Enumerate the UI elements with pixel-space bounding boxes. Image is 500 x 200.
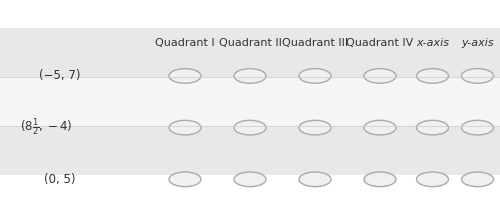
Ellipse shape — [234, 69, 266, 83]
Text: Quadrant IV: Quadrant IV — [346, 38, 414, 48]
Ellipse shape — [234, 172, 266, 187]
Text: Quadrant III: Quadrant III — [282, 38, 348, 48]
Ellipse shape — [234, 120, 266, 135]
Ellipse shape — [299, 172, 331, 187]
Ellipse shape — [169, 120, 201, 135]
Ellipse shape — [416, 172, 448, 187]
Text: (0, 5): (0, 5) — [44, 173, 76, 186]
Ellipse shape — [416, 120, 448, 135]
Ellipse shape — [462, 172, 494, 187]
Ellipse shape — [299, 120, 331, 135]
Ellipse shape — [416, 69, 448, 83]
Ellipse shape — [462, 69, 494, 83]
Text: Quadrant I: Quadrant I — [155, 38, 215, 48]
Text: x-axis: x-axis — [416, 38, 449, 48]
Ellipse shape — [299, 69, 331, 83]
Ellipse shape — [364, 120, 396, 135]
FancyBboxPatch shape — [0, 0, 500, 28]
FancyBboxPatch shape — [0, 28, 500, 77]
Ellipse shape — [364, 172, 396, 187]
Text: (−5, 7): (−5, 7) — [39, 69, 81, 82]
Ellipse shape — [169, 172, 201, 187]
FancyBboxPatch shape — [0, 126, 500, 175]
Text: Quadrant II: Quadrant II — [218, 38, 282, 48]
Ellipse shape — [169, 69, 201, 83]
Ellipse shape — [364, 69, 396, 83]
FancyBboxPatch shape — [0, 77, 500, 126]
Text: y-axis: y-axis — [461, 38, 494, 48]
Ellipse shape — [462, 120, 494, 135]
Text: $(8\frac{1}{2}, -4)$: $(8\frac{1}{2}, -4)$ — [20, 117, 72, 138]
